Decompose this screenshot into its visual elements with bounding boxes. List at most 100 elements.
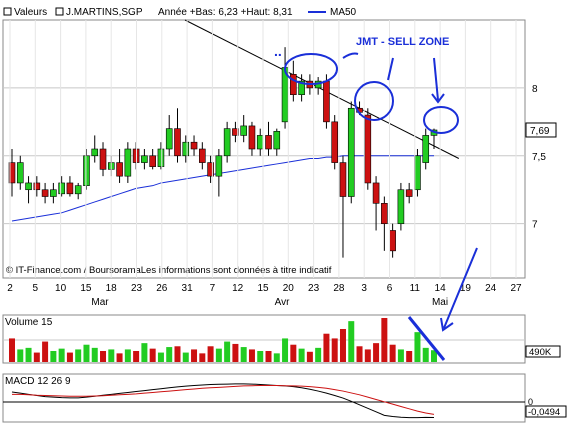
candle xyxy=(207,155,214,183)
x-tick-label: 26 xyxy=(156,283,168,294)
candle-body xyxy=(389,230,396,252)
volume-bar xyxy=(33,352,40,362)
volume-bar xyxy=(199,353,206,362)
volume-bar xyxy=(207,346,214,362)
sell-zone-circle-2 xyxy=(354,81,394,121)
candle-body xyxy=(256,135,264,150)
volume-bar xyxy=(306,351,313,362)
candle-body xyxy=(174,128,181,157)
candle-body xyxy=(83,155,90,186)
sell-zone-label: JMT - SELL ZONE xyxy=(356,36,449,48)
volume-bar xyxy=(9,338,15,362)
volume-bar xyxy=(248,349,255,362)
candle xyxy=(165,115,173,156)
volume-bar xyxy=(257,351,264,362)
price-tick-label: 8 xyxy=(532,84,538,95)
candle xyxy=(50,182,57,204)
candle xyxy=(41,182,49,204)
macd-line xyxy=(11,383,435,419)
sell-zone-annotations: JMT - SELL ZONE .. xyxy=(274,36,478,361)
price-panel: 87,57 © IT-Finance.com / BoursoramaLes i… xyxy=(2,19,557,279)
candle xyxy=(83,149,90,190)
candle xyxy=(91,135,99,163)
candle-body xyxy=(149,155,156,167)
x-tick-label: 28 xyxy=(333,283,345,294)
x-tick-label: 12 xyxy=(232,283,244,294)
candle-body xyxy=(372,182,380,204)
volume-title: Volume 15 xyxy=(5,317,53,328)
candle-body xyxy=(91,148,99,157)
candle-body xyxy=(414,155,421,191)
volume-bar xyxy=(348,321,355,362)
volume-bar xyxy=(290,344,297,362)
volume-bar xyxy=(265,351,272,362)
candle xyxy=(157,142,165,170)
volume-bar xyxy=(166,347,173,362)
volume-bar xyxy=(116,353,123,362)
candle xyxy=(33,176,41,197)
x-tick-label: 3 xyxy=(361,283,367,294)
candle-body xyxy=(207,162,214,177)
price-axis: 87,57 xyxy=(532,84,546,231)
resistance-trendline xyxy=(184,19,460,159)
candle-body xyxy=(364,114,372,184)
candle xyxy=(116,149,123,183)
x-tick-label: 18 xyxy=(106,283,118,294)
candle xyxy=(16,155,24,190)
watermark-text: © IT-Finance.com / BoursoramaLes informa… xyxy=(6,265,332,276)
candle xyxy=(339,155,347,258)
volume-bar xyxy=(422,347,429,362)
candle xyxy=(248,121,256,156)
macd-panel: MACD 12 26 9 0 -0,0494 xyxy=(2,373,567,423)
candle xyxy=(74,182,82,200)
candle-body xyxy=(190,141,198,150)
candle xyxy=(190,135,198,156)
volume-bar xyxy=(356,346,363,362)
candle-body xyxy=(199,148,206,163)
candle xyxy=(414,149,421,197)
candle xyxy=(364,108,372,190)
candle xyxy=(347,101,355,204)
candle xyxy=(331,115,339,170)
sell-zone-circle-1 xyxy=(284,53,338,85)
annotation-stroke-2 xyxy=(387,57,394,81)
volume-bar xyxy=(174,346,181,362)
volume-axis-box xyxy=(525,345,561,358)
candle-body xyxy=(25,182,32,191)
macd-signal-line xyxy=(12,384,435,415)
price-tick-label: 7,5 xyxy=(532,152,546,163)
x-tick-label: 20 xyxy=(283,283,295,294)
candle xyxy=(215,149,223,197)
x-tick-label: 24 xyxy=(485,283,497,294)
candle xyxy=(422,128,430,170)
volume-bar xyxy=(273,353,280,362)
valeurs-label: Valeurs xyxy=(14,7,47,18)
candle-body xyxy=(298,80,305,95)
x-tick-label: 23 xyxy=(308,283,320,294)
candle-body xyxy=(397,189,405,224)
candle xyxy=(223,121,231,163)
candle-body xyxy=(58,182,65,195)
price-tick-label: 7 xyxy=(532,220,538,231)
x-tick-label: 15 xyxy=(257,283,269,294)
x-tick-label: 27 xyxy=(510,283,522,294)
candle-body xyxy=(116,162,123,177)
x-tick-label: 10 xyxy=(55,283,67,294)
volume-bar xyxy=(339,329,346,362)
ma50-layer xyxy=(11,155,434,222)
macd-title: MACD 12 26 9 xyxy=(5,376,71,387)
volume-bar xyxy=(141,343,148,362)
volume-bar xyxy=(381,318,388,362)
volume-bar xyxy=(50,351,57,362)
candle-body xyxy=(141,155,148,163)
candle-body xyxy=(381,203,388,224)
candle xyxy=(99,142,107,177)
candle-body xyxy=(165,128,173,150)
macd-axis-zero: 0 xyxy=(528,397,533,407)
macd-value-label: -0,0494 xyxy=(528,407,560,418)
current-price-marker: 7,69 xyxy=(525,122,557,138)
annotation-arrowhead-3 xyxy=(431,93,445,104)
volume-bar xyxy=(215,348,222,362)
x-tick-label: 7 xyxy=(210,283,216,294)
trendline-layer xyxy=(184,19,460,159)
